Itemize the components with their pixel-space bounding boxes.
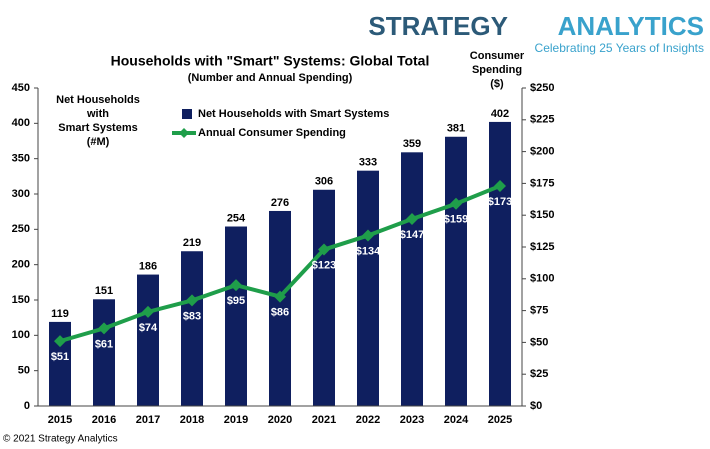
- x-tick-label: 2017: [136, 414, 160, 426]
- y-tick-label: 150: [12, 294, 30, 306]
- y2-tick-label: $25: [530, 368, 548, 380]
- legend-label: Net Households with Smart Systems: [198, 108, 389, 120]
- line-marker: [450, 197, 462, 210]
- y2-tick-label: $200: [530, 146, 554, 158]
- logo-second: ANALYTICS: [558, 11, 704, 41]
- bar: [313, 189, 335, 406]
- logo-first: STRATEGY: [368, 11, 508, 41]
- y-axis-label: with: [86, 108, 109, 120]
- x-tick-label: 2022: [356, 414, 380, 426]
- x-tick-label: 2020: [268, 414, 292, 426]
- y2-tick-label: $175: [530, 177, 554, 189]
- y-axis-label: (#M): [87, 136, 110, 148]
- chart-title: Households with "Smart" Systems: Global …: [111, 53, 430, 69]
- bar-value-label: 306: [315, 176, 333, 188]
- y-tick-label: 400: [12, 117, 30, 129]
- bar: [49, 321, 71, 406]
- legend-marker: [179, 128, 189, 138]
- line-marker: [98, 322, 110, 335]
- bar-value-label: 333: [359, 157, 377, 169]
- line-marker: [318, 243, 330, 256]
- legend-label: Annual Consumer Spending: [198, 127, 346, 139]
- line-value-label: $51: [51, 351, 69, 363]
- line-marker: [362, 229, 374, 242]
- y-tick-label: 300: [12, 188, 30, 200]
- y-tick-label: 0: [24, 400, 30, 412]
- line-value-label: $173: [488, 196, 512, 208]
- bar: [137, 274, 159, 406]
- line-value-label: $123: [312, 259, 336, 271]
- y2-tick-label: $125: [530, 241, 554, 253]
- bar-value-label: 254: [227, 212, 246, 224]
- y2-tick-label: $225: [530, 114, 554, 126]
- bar-value-label: 276: [271, 197, 289, 209]
- x-tick-label: 2025: [488, 414, 512, 426]
- line-value-label: $74: [139, 322, 158, 334]
- y2-axis-label: Spending: [472, 64, 522, 76]
- bar-value-label: 381: [447, 123, 465, 135]
- bar: [181, 251, 203, 406]
- x-tick-label: 2016: [92, 414, 116, 426]
- line-marker: [494, 179, 506, 192]
- logo-tagline: Celebrating 25 Years of Insights: [535, 41, 704, 55]
- y-axis-label: Net Households: [56, 94, 140, 106]
- bar: [489, 121, 511, 407]
- line-value-label: $95: [227, 295, 245, 307]
- x-tick-label: 2023: [400, 414, 424, 426]
- bar: [225, 226, 247, 406]
- y2-axis-label: ($): [490, 78, 504, 90]
- bar: [445, 136, 467, 406]
- chart-subtitle: (Number and Annual Spending): [188, 72, 353, 84]
- line-value-label: $134: [356, 245, 381, 257]
- y2-axis-label: Consumer: [470, 50, 525, 62]
- y-tick-label: 250: [12, 223, 30, 235]
- line-marker: [54, 335, 66, 348]
- bar-value-label: 359: [403, 138, 421, 150]
- bar-value-label: 119: [51, 308, 69, 320]
- legend-swatch: [182, 109, 192, 119]
- line-marker: [274, 290, 286, 303]
- x-tick-label: 2019: [224, 414, 248, 426]
- bar-value-label: 402: [491, 108, 509, 120]
- line-value-label: $86: [271, 307, 289, 319]
- y-tick-label: 100: [12, 329, 30, 341]
- y-tick-label: 200: [12, 259, 30, 271]
- y-tick-label: 350: [12, 153, 30, 165]
- y-tick-label: 50: [18, 365, 30, 377]
- y2-tick-label: $75: [530, 305, 548, 317]
- bar-value-label: 219: [183, 237, 201, 249]
- line-value-label: $159: [444, 214, 468, 226]
- y2-tick-label: $100: [530, 273, 554, 285]
- y-axis-label: Smart Systems: [58, 122, 138, 134]
- line-marker: [406, 213, 418, 226]
- x-tick-label: 2018: [180, 414, 204, 426]
- bar: [357, 170, 379, 406]
- y2-tick-label: $150: [530, 209, 554, 221]
- line-marker: [142, 305, 154, 318]
- y-tick-label: 450: [12, 82, 30, 94]
- bar: [93, 299, 115, 406]
- bar-value-label: 186: [139, 260, 157, 272]
- y2-tick-label: $0: [530, 400, 542, 412]
- bar: [269, 210, 291, 406]
- x-tick-label: 2021: [312, 414, 336, 426]
- line-value-label: $83: [183, 310, 201, 322]
- y2-tick-label: $50: [530, 336, 548, 348]
- x-tick-label: 2015: [48, 414, 72, 426]
- line-value-label: $61: [95, 338, 113, 350]
- line-marker: [230, 279, 242, 292]
- line-marker: [186, 294, 198, 307]
- bar: [401, 152, 423, 406]
- bar-value-label: 151: [95, 285, 113, 297]
- x-tick-label: 2024: [444, 414, 469, 426]
- line-value-label: $147: [400, 229, 424, 241]
- footer: © 2021 Strategy Analytics: [3, 434, 118, 445]
- y2-tick-label: $250: [530, 82, 554, 94]
